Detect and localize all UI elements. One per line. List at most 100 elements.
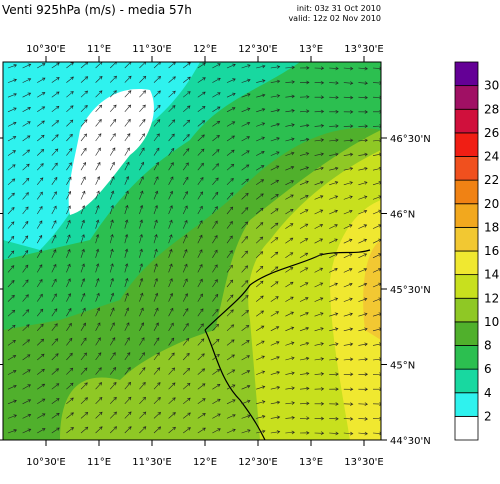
wind-arrow [226, 414, 236, 419]
wind-arrow [66, 412, 74, 419]
wind-arrow [168, 119, 176, 127]
wind-arrow [270, 415, 281, 420]
wind-arrow [124, 75, 132, 83]
wind-arrow [124, 90, 132, 98]
wind-arrow [51, 77, 60, 83]
wind-arrow [372, 81, 381, 85]
wind-arrow [285, 371, 295, 375]
wind-arrow [182, 234, 188, 244]
wind-arrow [285, 151, 295, 156]
wind-arrow [212, 338, 220, 346]
wind-arrow [343, 431, 354, 436]
field-band [68, 89, 154, 215]
wind-arrow [7, 221, 15, 229]
wind-arrow [197, 427, 206, 434]
wind-arrow [197, 249, 203, 258]
colorbar-label: 12 [484, 291, 499, 305]
wind-arrow [299, 152, 310, 156]
wind-arrow [80, 397, 88, 405]
wind-arrow [197, 77, 206, 83]
wind-arrow [256, 179, 265, 186]
wind-arrow [329, 181, 339, 186]
wind-arrow [153, 337, 160, 346]
wind-arrow [256, 79, 266, 83]
wind-arrow [37, 134, 45, 142]
wind-arrow [168, 292, 174, 302]
wind-arrow [109, 90, 117, 98]
wind-arrow [285, 123, 295, 127]
wind-arrow [183, 91, 191, 98]
wind-arrow [343, 253, 353, 259]
wind-arrow [109, 176, 115, 185]
wind-arrow [226, 221, 233, 229]
wind-arrow [109, 411, 117, 419]
wind-arrow [109, 426, 118, 434]
wind-arrow [22, 149, 31, 156]
wind-arrow [66, 148, 73, 156]
wind-arrow [343, 95, 354, 100]
wind-arrow [95, 204, 100, 215]
wind-arrow [226, 339, 235, 346]
wind-arrow [314, 297, 324, 302]
wind-arrow [358, 152, 368, 157]
wind-arrow [372, 238, 381, 244]
wind-arrow [22, 135, 31, 142]
wind-arrow [36, 293, 43, 302]
wind-arrow [197, 338, 205, 346]
wind-arrow [7, 384, 17, 390]
wind-arrow [36, 308, 44, 317]
wind-arrow [51, 105, 60, 113]
wind-arrow [139, 190, 144, 200]
wind-arrow [22, 264, 29, 273]
wind-arrow [241, 207, 249, 215]
wind-arrow [285, 430, 295, 435]
wind-arrow [314, 416, 325, 421]
wind-arrow [314, 372, 325, 376]
wind-arrow [372, 95, 381, 100]
wind-arrow [95, 307, 101, 317]
wind-arrow [153, 277, 158, 288]
wind-arrow [329, 327, 339, 332]
wind-arrow [299, 282, 309, 288]
wind-arrow [343, 110, 354, 114]
wind-arrow [182, 308, 189, 317]
wind-arrow [183, 397, 191, 405]
wind-arrow [37, 92, 46, 98]
wind-arrow [255, 265, 264, 273]
wind-arrow [358, 372, 368, 377]
wind-arrow [314, 80, 325, 85]
wind-arrow [80, 133, 87, 142]
wind-arrow [168, 248, 173, 258]
wind-arrow [329, 166, 339, 171]
wind-arrow [270, 222, 279, 229]
map-title: Venti 925hPa (m/s) - media 57h [2, 3, 192, 17]
wind-arrow [51, 234, 57, 244]
wind-arrow [299, 223, 309, 229]
wind-arrow [197, 91, 206, 98]
wind-arrow [109, 367, 117, 375]
wind-arrow [66, 248, 71, 258]
wind-arrow [153, 90, 161, 98]
wind-arrow [7, 178, 16, 186]
wind-arrow [241, 192, 249, 200]
wind-arrow [299, 401, 310, 406]
wind-arrow [226, 354, 235, 361]
wind-arrow [124, 176, 130, 185]
wind-arrow [182, 367, 191, 375]
wind-arrow [241, 250, 248, 258]
wind-arrow [226, 369, 236, 375]
wind-arrow [7, 324, 16, 332]
colorbar-label: 22 [484, 173, 499, 187]
wind-arrow [51, 120, 60, 127]
wind-arrow [139, 367, 146, 375]
colorbar-box [454, 203, 479, 228]
wind-arrow [124, 352, 131, 361]
wind-arrow [299, 180, 309, 186]
wind-arrow [212, 264, 218, 273]
wind-arrow [270, 194, 279, 200]
wind-arrow [358, 138, 368, 143]
wind-arrow [329, 66, 339, 71]
lon-label-bottom: 11°E [87, 457, 111, 468]
lon-label-bottom: 10°30'E [26, 457, 66, 468]
lon-label: 12°30'E [238, 44, 278, 55]
